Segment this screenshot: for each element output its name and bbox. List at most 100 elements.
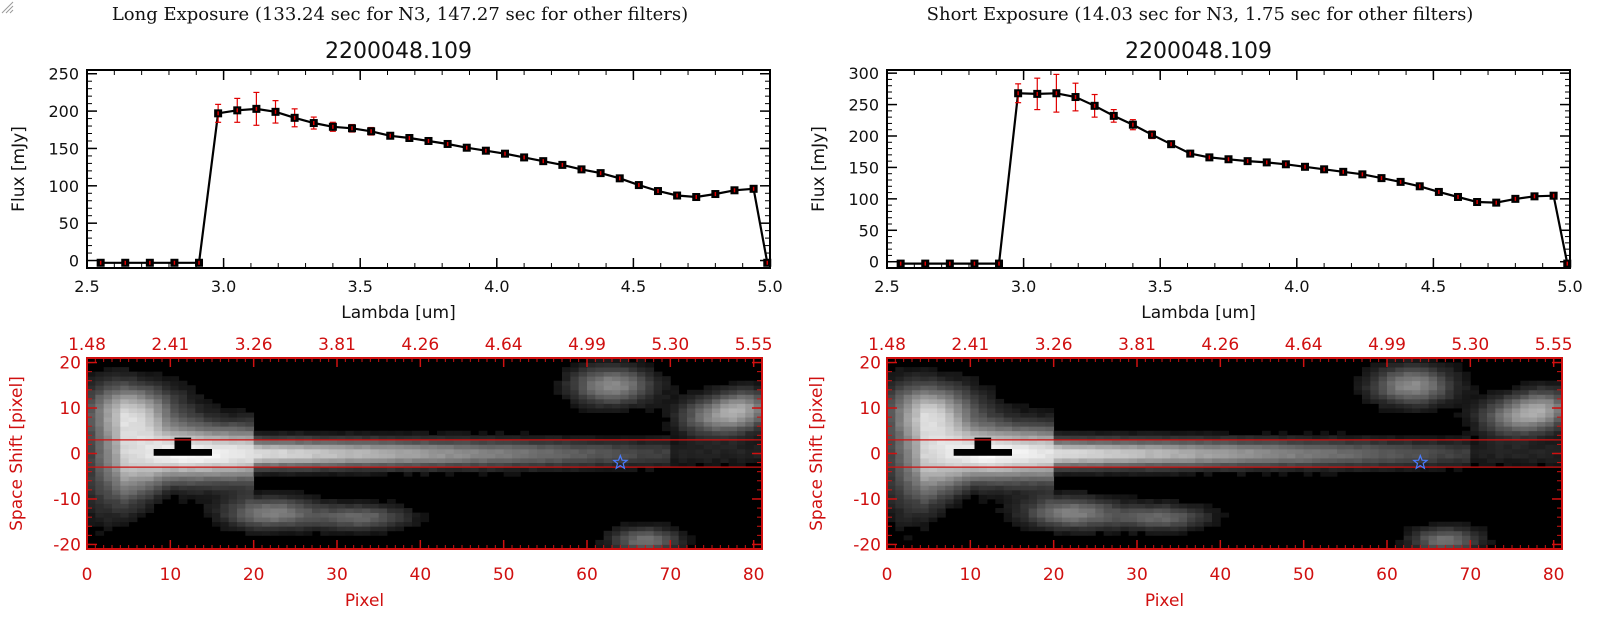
heatmap-cell [970, 394, 980, 400]
heatmap-cell [1395, 358, 1405, 363]
heatmap-cell [1078, 444, 1088, 450]
heatmap-cell [1478, 435, 1488, 441]
heatmap-cell [495, 444, 505, 450]
heatmap-cell [978, 417, 988, 423]
heatmap-cell [187, 467, 196, 473]
heatmap-cell [212, 421, 221, 427]
heatmap-cell [162, 458, 171, 463]
heatmap-cell [1528, 453, 1538, 459]
heatmap-cell [87, 494, 96, 500]
heatmap-cell [962, 412, 971, 418]
heatmap-cell [1287, 439, 1296, 445]
heatmap-cell [945, 494, 955, 500]
heatmap-cell [553, 439, 563, 445]
heatmap-cell [1053, 435, 1063, 441]
heatmap-cell [1212, 458, 1221, 463]
heatmap-cell [128, 476, 138, 482]
heatmap-cell [887, 471, 896, 477]
heatmap-cell [187, 494, 196, 500]
heatmap-cell [145, 462, 155, 468]
heatmap-cell [1537, 380, 1546, 386]
heatmap-cell [1070, 503, 1080, 509]
heatmap-cell [295, 521, 305, 527]
heatmap-cell [1345, 435, 1355, 441]
heatmap-cell [678, 530, 688, 536]
heatmap-cell [1378, 385, 1388, 391]
heatmap-cell [920, 462, 930, 468]
heatmap-cell [220, 435, 230, 441]
heatmap-cell [220, 526, 230, 532]
heatmap-cell [120, 389, 130, 395]
heatmap-cell [1087, 508, 1096, 514]
heatmap-cell [1078, 435, 1088, 441]
heatmap-cell [262, 512, 271, 518]
heatmap-cell [1553, 435, 1563, 441]
heatmap-cell [387, 498, 396, 504]
heatmap-cell [920, 389, 930, 395]
heatmap-cell [653, 376, 663, 382]
heatmap-cell [645, 462, 655, 468]
heatmap-cell [1170, 439, 1180, 445]
heatmap-cell [1453, 453, 1463, 459]
heatmap-cell [753, 444, 763, 450]
heatmap-cell [1062, 453, 1071, 459]
heatmap-cell [245, 471, 255, 477]
heatmap-cell [1503, 421, 1513, 427]
heatmap-cell [1520, 439, 1530, 445]
heatmap-cell [120, 444, 130, 450]
heatmap-cell [212, 471, 221, 477]
heatmap-cell [1462, 376, 1471, 382]
heatmap-cell [195, 412, 205, 418]
heatmap-cell [728, 408, 738, 413]
heatmap-cell [1020, 467, 1030, 473]
heatmap-cell [462, 467, 471, 473]
heatmap-cell [1178, 526, 1188, 532]
heatmap-cell [1287, 462, 1296, 468]
heatmap-cell [162, 467, 171, 473]
heatmap-cell [1528, 462, 1538, 468]
heatmap-cell [953, 380, 963, 386]
heatmap-cell [1553, 417, 1563, 423]
heatmap-cell [1437, 453, 1446, 459]
heatmap-cell [353, 530, 363, 536]
heatmap-cell [1153, 462, 1163, 468]
heatmap-cell [312, 503, 321, 509]
heatmap-cell [412, 448, 421, 454]
heatmap-cell [987, 480, 996, 486]
heatmap-cell [145, 448, 155, 454]
heatmap-cell [203, 444, 213, 450]
heatmap-cell [1345, 444, 1355, 450]
heatmap-cell [612, 403, 621, 409]
heatmap-cell [745, 439, 755, 445]
heatmap-cell [662, 389, 671, 395]
heatmap-cell [1395, 394, 1405, 400]
heatmap-cell [1303, 448, 1313, 454]
heatmap-cell [1412, 435, 1421, 441]
heatmap-cell [270, 448, 280, 454]
heatmap-cell [445, 462, 455, 468]
heatmap-cell [653, 403, 663, 409]
heatmap-cell [95, 380, 105, 386]
heatmap-cell [253, 471, 263, 477]
heatmap-cell [1503, 430, 1513, 436]
heatmap-cell [1095, 471, 1105, 477]
heatmap-cell [953, 444, 963, 450]
heatmap-cell [303, 458, 313, 463]
heatmap-cell [353, 453, 363, 459]
resize-grip-icon[interactable] [0, 0, 14, 14]
heatmap-cell [903, 376, 913, 382]
heatmap-cell [237, 417, 246, 423]
heatmap-cell [1320, 462, 1330, 468]
heatmap-cell [303, 512, 313, 518]
heatmap-cell [1553, 408, 1563, 413]
heatmap-cell [1028, 476, 1038, 482]
heatmap-cell [520, 435, 530, 441]
heatmap-cell [328, 435, 338, 441]
heatmap-cell [1403, 367, 1413, 373]
heatmap-cell [1553, 389, 1563, 395]
heatmap-cell [720, 408, 730, 413]
heatmap-cell [653, 385, 663, 391]
heatmap-cell [237, 480, 246, 486]
heatmap-cell [245, 530, 255, 536]
heatmap-cell [1187, 458, 1196, 463]
